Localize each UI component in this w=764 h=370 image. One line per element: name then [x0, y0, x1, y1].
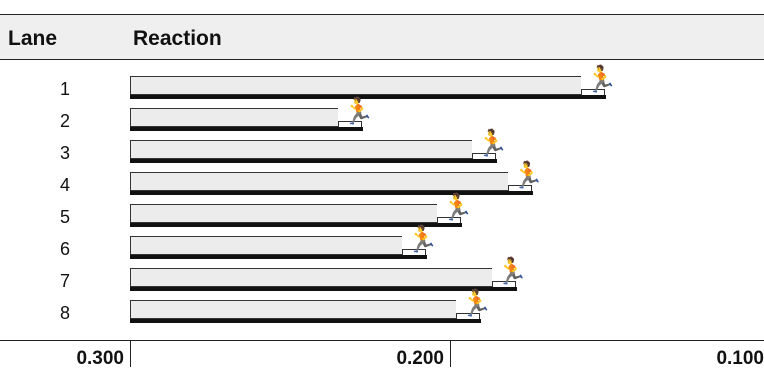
runner-icon: 🏃	[495, 256, 528, 286]
reaction-bar	[130, 76, 582, 95]
x-tick-label: 0.200	[396, 348, 444, 369]
reaction-bar	[130, 172, 508, 191]
lane-label: 8	[60, 303, 71, 323]
reaction-bar	[130, 268, 492, 287]
lane-column-header: Lane	[8, 27, 58, 50]
runner-icon: 🏃	[585, 64, 618, 94]
reaction-bar	[130, 204, 438, 223]
runner-icon: 🏃	[441, 192, 474, 222]
reaction-bar	[130, 236, 402, 255]
x-tick-mark	[130, 340, 131, 367]
lane-baseline	[130, 159, 498, 163]
lane-baseline	[130, 287, 517, 291]
lane-label: 2	[60, 111, 71, 131]
lane-label: 5	[60, 207, 71, 227]
runner-icon: 🏃	[460, 288, 493, 318]
x-tick-mark	[450, 340, 451, 367]
lane-baseline	[130, 191, 533, 195]
lane-label: 7	[60, 271, 71, 291]
lane-label: 3	[60, 143, 71, 163]
lane-baseline	[130, 95, 607, 99]
reaction-column-header: Reaction	[133, 27, 222, 50]
reaction-bar	[130, 300, 457, 319]
x-tick-label: 0.100	[716, 348, 764, 369]
lane-label: 1	[60, 79, 71, 99]
lane-baseline	[130, 319, 482, 323]
lane-baseline	[130, 223, 463, 227]
reaction-bar	[130, 108, 338, 127]
runner-icon: 🏃	[476, 128, 509, 158]
runner-icon: 🏃	[406, 224, 439, 254]
runner-icon: 🏃	[342, 96, 375, 126]
reaction-bar	[130, 140, 473, 159]
lane-label: 4	[60, 175, 71, 195]
lane-baseline	[130, 127, 363, 131]
runner-icon: 🏃	[511, 160, 544, 190]
table-header: Lane Reaction	[0, 14, 764, 60]
lane-label: 6	[60, 239, 71, 259]
x-axis-line	[0, 340, 764, 341]
x-tick-label: 0.300	[76, 348, 124, 369]
lane-baseline	[130, 255, 427, 259]
